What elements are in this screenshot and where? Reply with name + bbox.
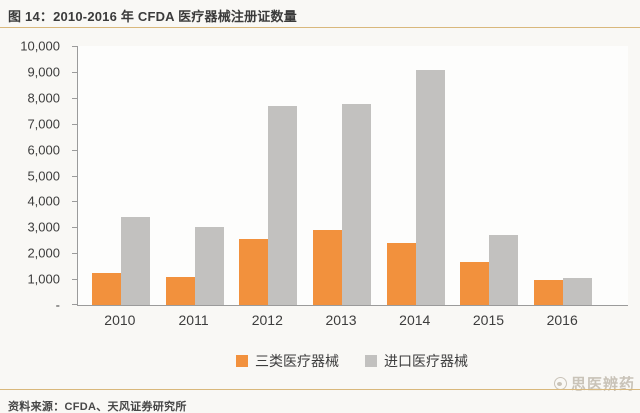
x-axis-label-2011: 2011 (178, 312, 209, 328)
x-axis-label-2010: 2010 (104, 312, 136, 328)
y-axis-tick-label: 8,000 (27, 90, 60, 106)
y-axis-tick-mark (72, 98, 77, 99)
x-axis-label-2014: 2014 (399, 312, 431, 328)
watermark-text: 思医辨药 (570, 376, 635, 393)
x-axis-label-2012: 2012 (251, 312, 283, 328)
y-axis-tick-label: 9,000 (27, 64, 60, 80)
legend-swatch-import (365, 355, 377, 367)
y-axis-tick-mark (72, 201, 77, 202)
bar-class3-2015 (460, 262, 490, 305)
bar-class3-2013 (313, 230, 343, 305)
y-axis-tick-mark (72, 72, 77, 73)
bar-class3-2016 (534, 280, 564, 305)
y-axis-tick-mark (72, 150, 77, 151)
legend-item-class3: 三类医疗器械 (236, 351, 339, 371)
chart-legend: 三类医疗器械 进口医疗器械 (77, 351, 627, 371)
y-axis-tick-mark (72, 253, 77, 254)
plot-area (72, 46, 628, 306)
bar-import-2013 (342, 104, 372, 305)
x-axis-label-2013: 2013 (325, 312, 357, 328)
y-axis-tick-mark (72, 304, 77, 305)
y-axis-tick-mark (72, 176, 77, 177)
bar-class3-2014 (386, 243, 416, 305)
y-axis-tick-label: 7,000 (27, 116, 60, 132)
bar-class3-2012 (239, 239, 269, 305)
figure-title: 图 14：2010-2016 年 CFDA 医疗器械注册证数量 (8, 9, 297, 24)
source-note: 资料来源：CFDA、天风证券研究所 (8, 401, 187, 413)
y-axis-tick-label: 1,000 (27, 271, 60, 287)
x-axis-label-2016: 2016 (546, 312, 578, 328)
y-axis-tick-mark (72, 124, 77, 125)
legend-label-import: 进口医疗器械 (384, 353, 468, 369)
bar-group-2013 (305, 46, 379, 305)
bar-class3-2011 (165, 277, 195, 305)
footer-divider (0, 389, 640, 390)
y-axis: 10,000 9,000 8,000 7,000 6,000 5,000 4,000 3,00… (0, 39, 68, 313)
legend-item-import: 进口医疗器械 (365, 351, 468, 371)
x-axis: 2010 2011 2012 2013 2014 2015 2016 (83, 312, 599, 328)
bar-group-2011 (158, 46, 232, 305)
bar-chart: 10,000 9,000 8,000 7,000 6,000 5,000 4,000 3,00… (0, 39, 628, 369)
bar-import-2010 (120, 217, 150, 305)
title-divider (0, 27, 640, 28)
y-axis-tick-label: - (55, 297, 60, 313)
y-axis-tick-mark (72, 46, 77, 47)
x-axis-label-2015: 2015 (472, 312, 505, 328)
bar-import-2014 (415, 70, 445, 305)
y-axis-tick-label: 2,000 (27, 245, 60, 261)
bar-import-2015 (489, 235, 519, 305)
bar-import-2016 (563, 278, 593, 305)
y-axis-tick-label: 4,000 (27, 193, 60, 209)
legend-swatch-class3 (236, 355, 248, 367)
bar-group-2012 (231, 46, 305, 305)
bars-container (84, 46, 600, 305)
bar-group-2010 (84, 46, 158, 305)
bar-group-2014 (379, 46, 453, 305)
bar-import-2011 (194, 227, 224, 305)
bar-group-2015 (453, 46, 527, 305)
y-axis-tick-label: 6,000 (27, 142, 60, 158)
bar-group-2016 (526, 46, 600, 305)
y-axis-tick-mark (72, 227, 77, 228)
y-axis-tick-mark (72, 279, 77, 280)
watermark: 思医辨药 (553, 373, 635, 394)
bar-class3-2010 (91, 273, 121, 305)
legend-label-class3: 三类医疗器械 (255, 353, 339, 369)
bar-import-2012 (268, 106, 298, 305)
y-axis-tick-label: 5,000 (27, 168, 60, 183)
y-axis-tick-label: 3,000 (27, 219, 60, 235)
y-axis-tick-label: 10,000 (20, 38, 60, 54)
